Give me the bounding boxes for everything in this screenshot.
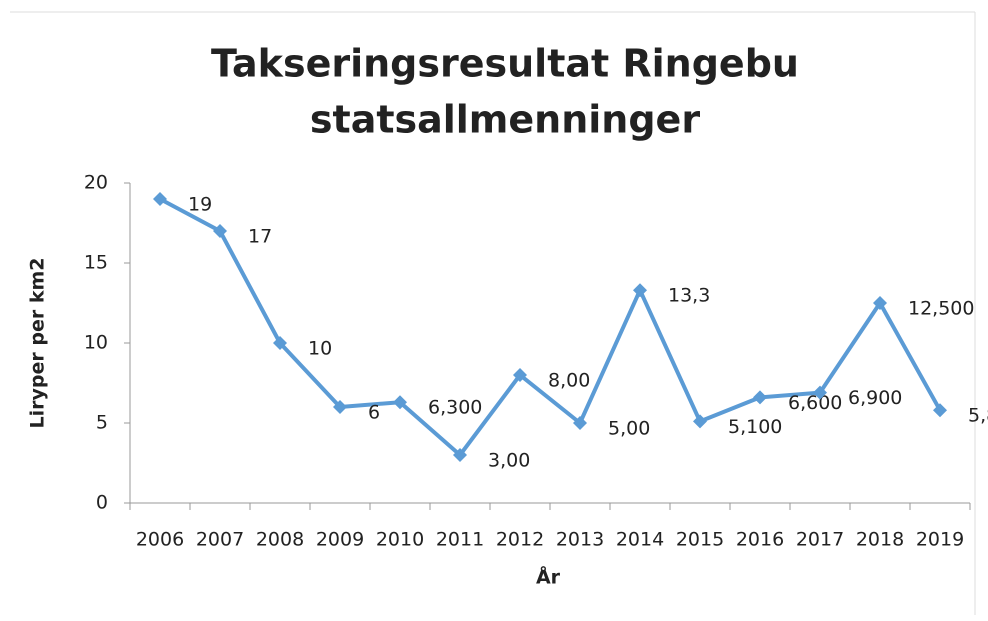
data-label: 6,900: [848, 387, 902, 409]
y-tick-label: 5: [96, 412, 108, 434]
data-label: 13,3: [668, 285, 710, 307]
data-marker: [153, 192, 167, 206]
x-tick-label: 2010: [376, 529, 424, 551]
data-label: 10: [308, 338, 332, 360]
x-tick-label: 2017: [796, 529, 844, 551]
chart-title-line: statsallmenninger: [310, 98, 700, 142]
data-label: 19: [188, 194, 212, 216]
y-axis-title: Liryper per km2: [27, 258, 49, 429]
y-tick-label: 10: [84, 332, 108, 354]
data-label: 12,500: [908, 298, 974, 320]
data-line: [159, 197, 942, 457]
data-label: 8,00: [548, 370, 590, 392]
y-tick-label: 20: [84, 172, 108, 194]
data-marker: [813, 385, 827, 400]
x-tick-label: 2019: [916, 529, 964, 551]
x-axis-title: År: [536, 565, 561, 589]
x-tick-label: 2016: [736, 529, 784, 551]
y-tick-label: 0: [96, 492, 108, 514]
x-tick-label: 2013: [556, 529, 604, 551]
data-marker: [693, 414, 707, 429]
x-tick-label: 2006: [136, 529, 184, 551]
x-tick-label: 2012: [496, 529, 544, 551]
data-marker: [753, 390, 767, 405]
x-tick-label: 2018: [856, 529, 904, 551]
data-label: 6,600: [788, 392, 842, 414]
data-marker: [513, 368, 527, 382]
data-marker: [333, 400, 347, 414]
x-tick-label: 2008: [256, 529, 304, 551]
data-marker: [633, 283, 647, 298]
y-tick-label: 15: [84, 252, 108, 274]
x-tick-label: 2009: [316, 529, 364, 551]
data-marker: [933, 403, 947, 418]
x-tick-label: 2014: [616, 529, 664, 551]
data-label: 17: [248, 226, 272, 248]
data-label: 5,800: [968, 405, 988, 427]
x-tick-label: 2011: [436, 529, 484, 551]
data-label: 6,300: [428, 397, 482, 419]
data-marker: [873, 296, 887, 310]
data-label: 5,00: [608, 418, 650, 440]
data-label: 6: [368, 402, 380, 424]
chart-title-line: Takseringsresultat Ringebu: [211, 42, 799, 86]
x-tick-label: 2015: [676, 529, 724, 551]
data-label: 5,100: [728, 416, 782, 438]
data-marker: [453, 448, 467, 462]
data-marker: [213, 224, 227, 238]
data-marker: [273, 336, 287, 350]
data-marker: [393, 395, 407, 410]
data-marker: [573, 416, 587, 430]
data-label: 3,00: [488, 450, 530, 472]
x-tick-label: 2007: [196, 529, 244, 551]
